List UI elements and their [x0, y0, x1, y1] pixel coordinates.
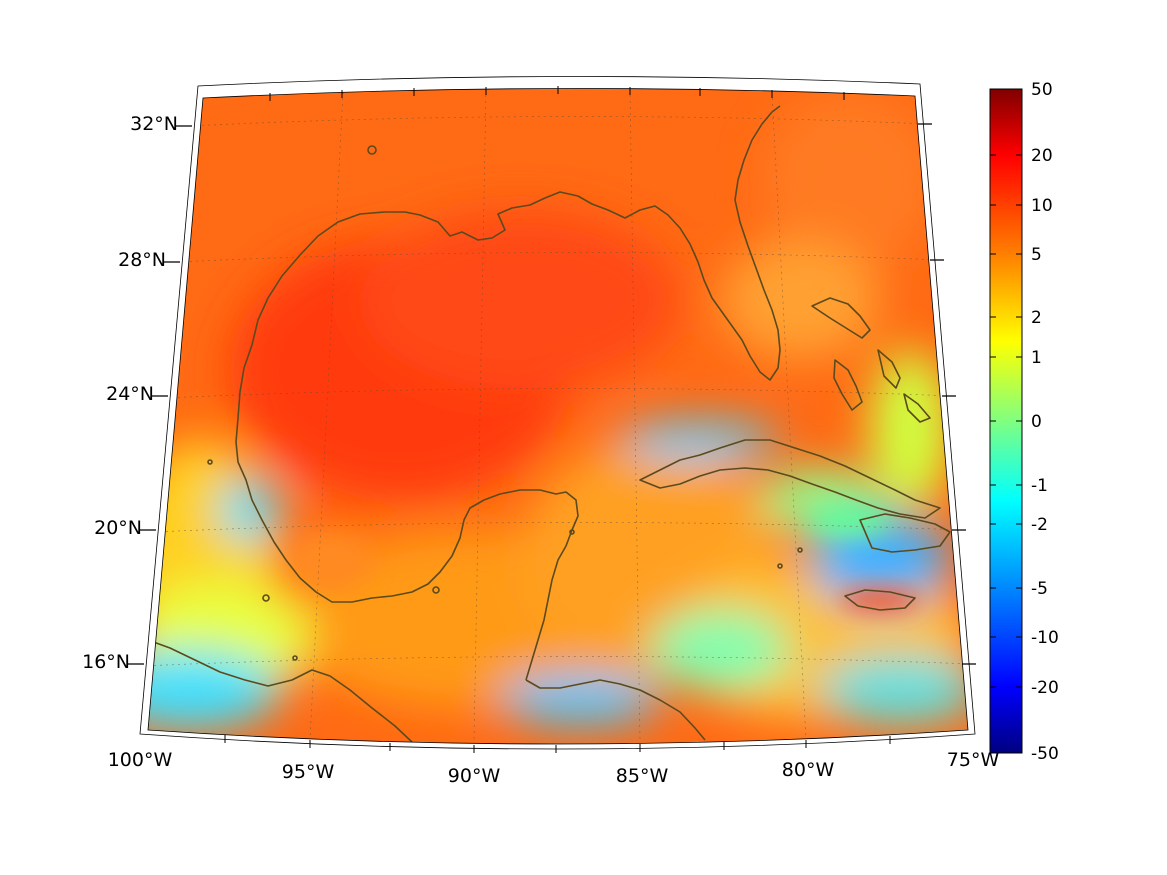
data-field [148, 88, 968, 745]
colorbar-label: -1 [1031, 476, 1048, 496]
colorbar-label: 50 [1031, 80, 1053, 100]
coastline-layer [148, 105, 951, 743]
colorbar-label: -10 [1031, 628, 1059, 648]
coastline-mexico [235, 344, 579, 681]
colorbar-label: 20 [1031, 146, 1053, 166]
colorbar-label: -2 [1031, 515, 1048, 535]
coastline-bahamas-4 [903, 393, 931, 423]
coastline-hispaniola [859, 513, 951, 553]
coastline-cuba [639, 439, 941, 519]
colorbar-label: 5 [1031, 245, 1042, 265]
coastline-pacific [148, 639, 413, 743]
lon-label-95w: 95°W [282, 761, 335, 783]
lon-label-90w: 90°W [448, 765, 501, 787]
coastline-bahamas-3 [877, 349, 901, 389]
lon-label-85w: 85°W [616, 765, 669, 787]
lon-label-75w: 75°W [947, 749, 1000, 771]
lat-label-20n: 20°N [94, 517, 142, 539]
lon-labels: 100°W 95°W 90°W 85°W 80°W 75°W [108, 749, 1000, 787]
lat-label-16n: 16°N [82, 651, 130, 673]
colorbar-label: -50 [1031, 744, 1059, 764]
colorbar-label: -20 [1031, 678, 1059, 698]
lat-label-24n: 24°N [106, 383, 154, 405]
lon-label-80w: 80°W [782, 759, 835, 781]
lat-label-28n: 28°N [118, 249, 166, 271]
colorbar-label: 2 [1031, 308, 1042, 328]
colorbar-label: 1 [1031, 348, 1042, 368]
lat-labels: 32°N 28°N 24°N 20°N 16°N [82, 113, 178, 673]
colorbar-label: -5 [1031, 579, 1048, 599]
coastline-bahamas-1 [811, 297, 871, 339]
lon-label-100w: 100°W [108, 749, 173, 771]
coastline-gulf-north [251, 105, 781, 381]
map-frame [128, 76, 976, 753]
colorbar-label: 0 [1031, 412, 1042, 432]
coastline-jamaica [844, 589, 916, 611]
coastline-bahamas-2 [833, 359, 863, 411]
lat-label-32n: 32°N [130, 113, 178, 135]
coastline-central-america [525, 679, 706, 741]
colorbar-label: 10 [1031, 196, 1053, 216]
